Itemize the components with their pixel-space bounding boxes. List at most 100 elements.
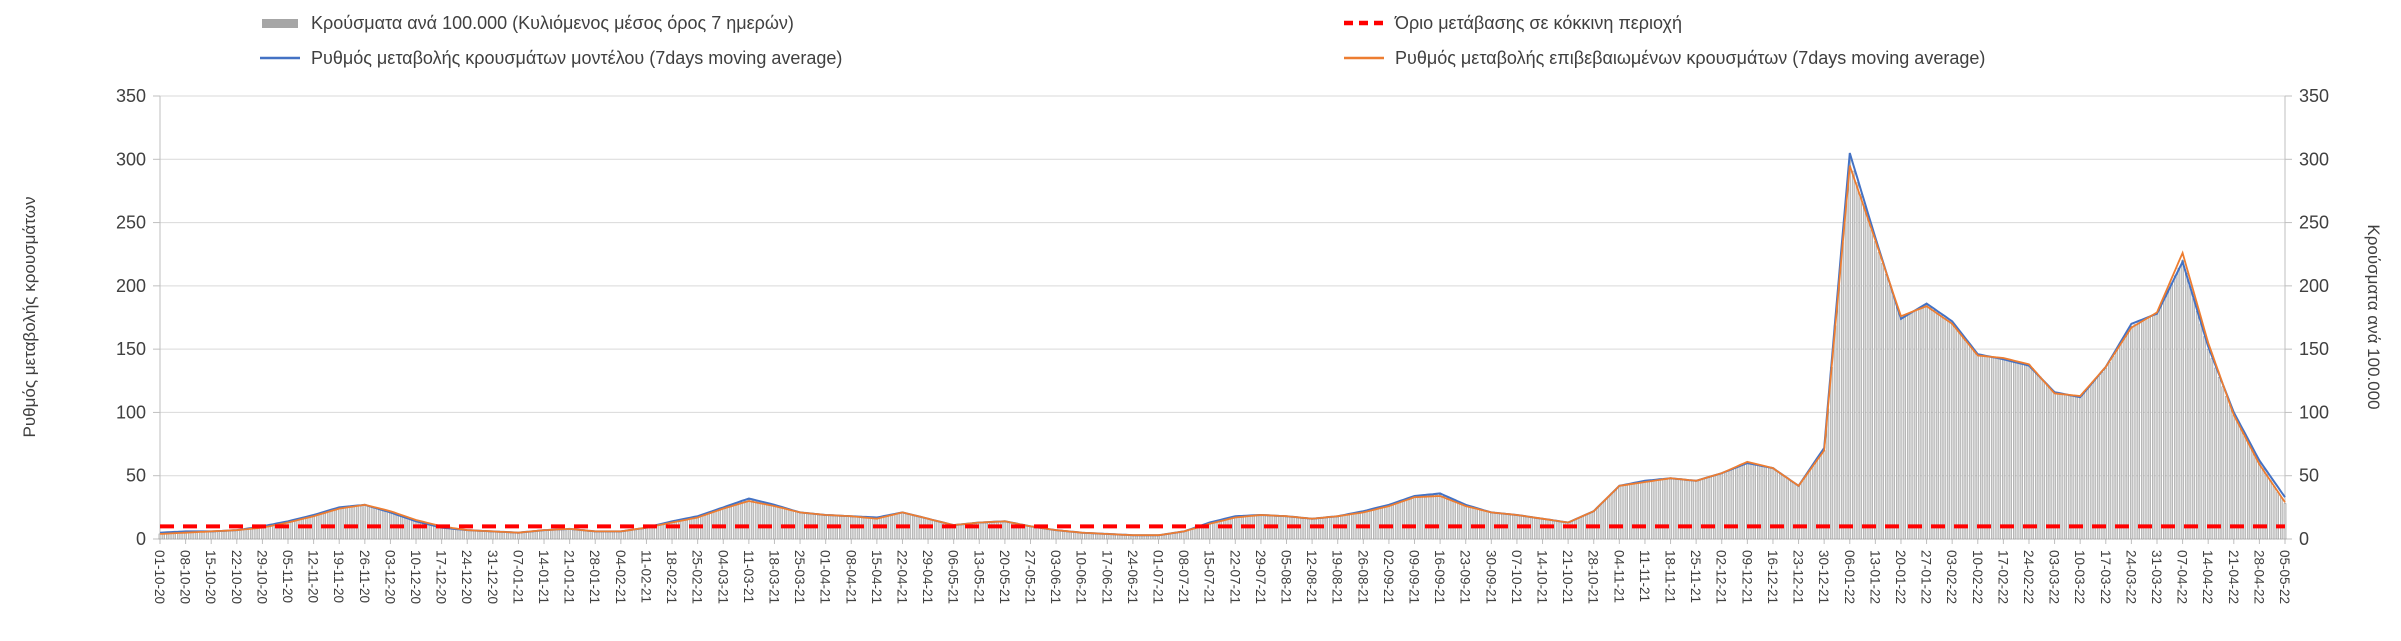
case-bar: [1040, 527, 1043, 540]
case-bar: [2137, 322, 2140, 540]
case-bar: [484, 530, 487, 540]
x-axis-date-label: 04-02-21: [613, 550, 628, 604]
legend-label-model-rate: Ρυθμός μεταβολής κρουσμάτων μοντέλου (7d…: [311, 47, 843, 68]
case-bar: [2027, 364, 2031, 540]
case-bar: [2024, 363, 2027, 540]
case-bar: [2130, 326, 2133, 540]
case-bar: [773, 505, 776, 540]
case-bar: [875, 518, 879, 540]
case-bar: [1702, 478, 1705, 540]
case-bar: [824, 514, 827, 540]
case-bar: [1793, 483, 1797, 540]
case-bar: [956, 524, 959, 540]
case-bar: [582, 530, 586, 540]
case-bar: [1972, 350, 1976, 540]
case-bar: [1731, 468, 1735, 540]
case-bar: [1570, 520, 1574, 540]
case-bar: [864, 517, 868, 540]
case-bar: [604, 531, 608, 540]
case-bar: [721, 508, 725, 540]
case-bar: [414, 519, 418, 540]
case-bar: [1961, 337, 1965, 540]
case-bar: [1058, 530, 1062, 540]
case-bar: [1863, 206, 1866, 540]
case-bar: [1658, 479, 1661, 540]
case-bar: [1885, 273, 1888, 540]
x-axis-date-label: 29-10-20: [254, 550, 269, 604]
case-bar: [1789, 480, 1793, 540]
x-axis-date-label: 09-09-21: [1407, 550, 1422, 604]
x-axis-date-label: 02-12-21: [1714, 550, 1729, 604]
case-bar: [1073, 531, 1076, 540]
case-bar: [1888, 284, 1892, 540]
x-axis-date-label: 21-01-21: [562, 550, 577, 604]
case-bar: [564, 528, 568, 540]
case-bar: [2170, 283, 2173, 540]
case-bar: [2133, 324, 2137, 540]
case-bar: [626, 530, 630, 540]
case-bar: [1032, 526, 1036, 540]
x-axis-date-label: 08-04-21: [843, 550, 858, 604]
x-axis-date-label: 13-05-21: [971, 550, 986, 604]
case-bar: [1391, 504, 1394, 540]
case-bar: [1581, 515, 1585, 540]
x-axis-date-label: 27-05-21: [1022, 550, 1037, 604]
orange-line-swatch-icon: [1344, 56, 1384, 60]
case-bar: [1841, 242, 1844, 540]
case-bar: [1457, 502, 1460, 540]
case-bar: [1906, 313, 1910, 540]
case-bar: [257, 527, 261, 540]
case-bar: [586, 530, 590, 540]
case-bar: [1314, 518, 1318, 540]
red-dashed-swatch-icon: [1344, 20, 1384, 26]
case-bar: [1716, 474, 1720, 540]
case-bar: [195, 531, 198, 540]
case-bar: [593, 531, 597, 540]
x-axis-date-label: 19-11-20: [331, 550, 346, 603]
case-bar: [1914, 310, 1917, 540]
case-bar: [886, 515, 890, 540]
case-bar: [1980, 355, 1983, 540]
x-axis-date-label: 08-07-21: [1176, 550, 1191, 604]
left-axis-tick-label: 350: [116, 86, 146, 106]
legend-column-1: Κρούσματα ανά 100.000 (Κυλιόμενος μέσος …: [258, 10, 842, 71]
case-bar: [374, 507, 378, 540]
x-axis-date-label: 28-10-21: [1586, 550, 1601, 604]
case-bar: [2250, 449, 2254, 540]
case-bar: [1665, 478, 1669, 540]
case-bar: [2214, 367, 2217, 540]
case-bar: [1325, 517, 1329, 540]
case-bar: [370, 506, 374, 540]
case-bar: [2232, 414, 2236, 540]
right-axis-tick-label: 250: [2299, 213, 2329, 233]
x-axis-date-label: 28-01-21: [587, 550, 602, 604]
x-axis-date-label: 10-02-22: [1970, 550, 1985, 604]
case-bar: [1632, 483, 1636, 540]
case-bar: [1994, 357, 1998, 540]
x-axis-date-label: 04-03-21: [715, 550, 730, 604]
case-bar: [912, 514, 915, 540]
case-bar: [2115, 349, 2119, 540]
case-bar: [1435, 494, 1438, 540]
case-bar: [2155, 313, 2159, 540]
x-axis-date-label: 19-08-21: [1330, 550, 1345, 604]
case-bar: [1958, 332, 1961, 540]
case-bar: [1431, 494, 1435, 540]
case-bar: [776, 506, 780, 540]
case-bar: [1544, 519, 1548, 540]
case-bar: [1548, 519, 1552, 540]
case-bar: [2078, 396, 2082, 540]
x-axis-date-label: 26-11-20: [357, 550, 372, 603]
case-bar: [297, 519, 301, 540]
case-bar: [1903, 315, 1906, 540]
case-bar: [191, 532, 195, 540]
case-bar: [2104, 367, 2108, 540]
case-bar: [1054, 529, 1058, 540]
case-bar: [1486, 511, 1489, 540]
case-bar: [1764, 466, 1767, 540]
x-axis-date-label: 07-01-21: [510, 550, 525, 604]
case-bar: [890, 514, 893, 540]
case-bar: [1837, 283, 1841, 540]
case-bar: [2225, 395, 2228, 540]
x-axis-date-label: 29-04-21: [920, 550, 935, 604]
